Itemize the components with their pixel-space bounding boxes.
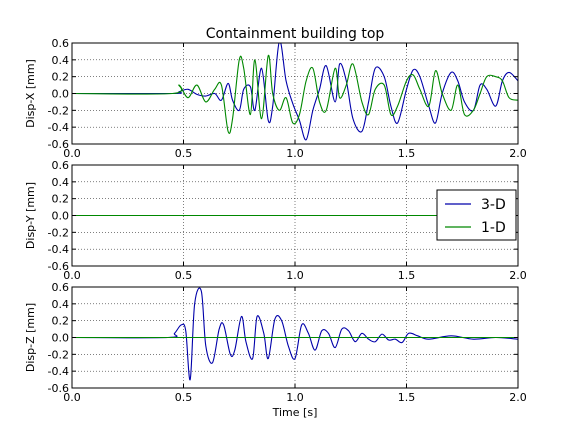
- y-axis-label: Disp-Y [mm]: [24, 182, 37, 249]
- y-tick-label: -0.2: [48, 226, 69, 239]
- y-tick-label: 0.0: [52, 210, 70, 223]
- x-tick-label: 2.0: [509, 147, 527, 160]
- subplots: 0.0 0.5 1.0 1.5 2.0 -0.6 -0.4 -0.2 0.0 0.2 0.4 0.6 D…: [24, 37, 527, 419]
- x-tick-label: 0.0: [63, 269, 81, 282]
- y-tick-label: -0.4: [48, 243, 69, 256]
- x-tick-label: 2.0: [509, 391, 527, 404]
- subplot-disp-x: 0.0 0.5 1.0 1.5 2.0 -0.6 -0.4 -0.2 0.0 0.2 0.4 0.6 D…: [24, 37, 527, 160]
- y-tick-label: -0.2: [48, 104, 69, 117]
- y-tick-label: 0.4: [52, 54, 70, 67]
- x-tick-label: 0.5: [175, 147, 193, 160]
- legend: 3-D1-D: [436, 189, 517, 241]
- series-line-z-3-d: [72, 287, 518, 381]
- x-tick-label: 1.5: [398, 391, 416, 404]
- y-axis-label: Disp-Z [mm]: [24, 303, 37, 372]
- y-tick-label: 0.0: [52, 332, 70, 345]
- x-tick-label: 1.5: [398, 269, 416, 282]
- x-tick-label: 1.0: [286, 147, 304, 160]
- series-line-x-1-d: [72, 55, 518, 134]
- x-tick-label: 0.5: [175, 391, 193, 404]
- series-line-x-3-d: [72, 43, 518, 141]
- y-tick-label: 0.4: [52, 298, 70, 311]
- subplot-disp-y: 0.0 0.5 1.0 1.5 2.0 -0.6 -0.4 -0.2 0.0 0.2 0.4 0.6 D…: [24, 159, 527, 282]
- y-tick-label: 0.6: [52, 159, 70, 172]
- y-tick-label: 0.2: [52, 71, 70, 84]
- y-tick-label: 0.2: [52, 315, 70, 328]
- y-tick-label: -0.6: [48, 138, 69, 151]
- figure-title: Containment building top: [206, 26, 385, 42]
- y-tick-label: 0.2: [52, 193, 70, 206]
- y-tick-label: 0.6: [52, 281, 70, 294]
- y-tick-label: -0.2: [48, 348, 69, 361]
- x-tick-label: 1.5: [398, 147, 416, 160]
- y-tick-label: -0.6: [48, 260, 69, 273]
- x-tick-label: 0.0: [63, 391, 81, 404]
- x-tick-label: 0.5: [175, 269, 193, 282]
- y-tick-label: -0.6: [48, 382, 69, 395]
- y-tick-label: 0.6: [52, 37, 70, 50]
- y-axis-label: Disp-X [mm]: [24, 59, 37, 128]
- legend-box: [436, 189, 517, 241]
- y-tick-label: -0.4: [48, 121, 69, 134]
- legend-entry-3-d: 3-D: [445, 197, 506, 213]
- y-tick-label: -0.4: [48, 365, 69, 378]
- x-tick-label: 0.0: [63, 147, 81, 160]
- legend-label: 1-D: [481, 220, 506, 236]
- x-tick-label: 1.0: [286, 269, 304, 282]
- subplot-disp-z: 0.0 0.5 1.0 1.5 2.0 -0.6 -0.4 -0.2 0.0 0.2 0.4 0.6 D…: [24, 281, 527, 419]
- y-tick-label: 0.4: [52, 176, 70, 189]
- y-tick-label: 0.0: [52, 88, 70, 101]
- legend-entry-1-d: 1-D: [445, 220, 506, 236]
- x-tick-label: 1.0: [286, 391, 304, 404]
- x-axis-label: Time [s]: [272, 406, 318, 419]
- x-tick-label: 2.0: [509, 269, 527, 282]
- legend-label: 3-D: [481, 197, 506, 213]
